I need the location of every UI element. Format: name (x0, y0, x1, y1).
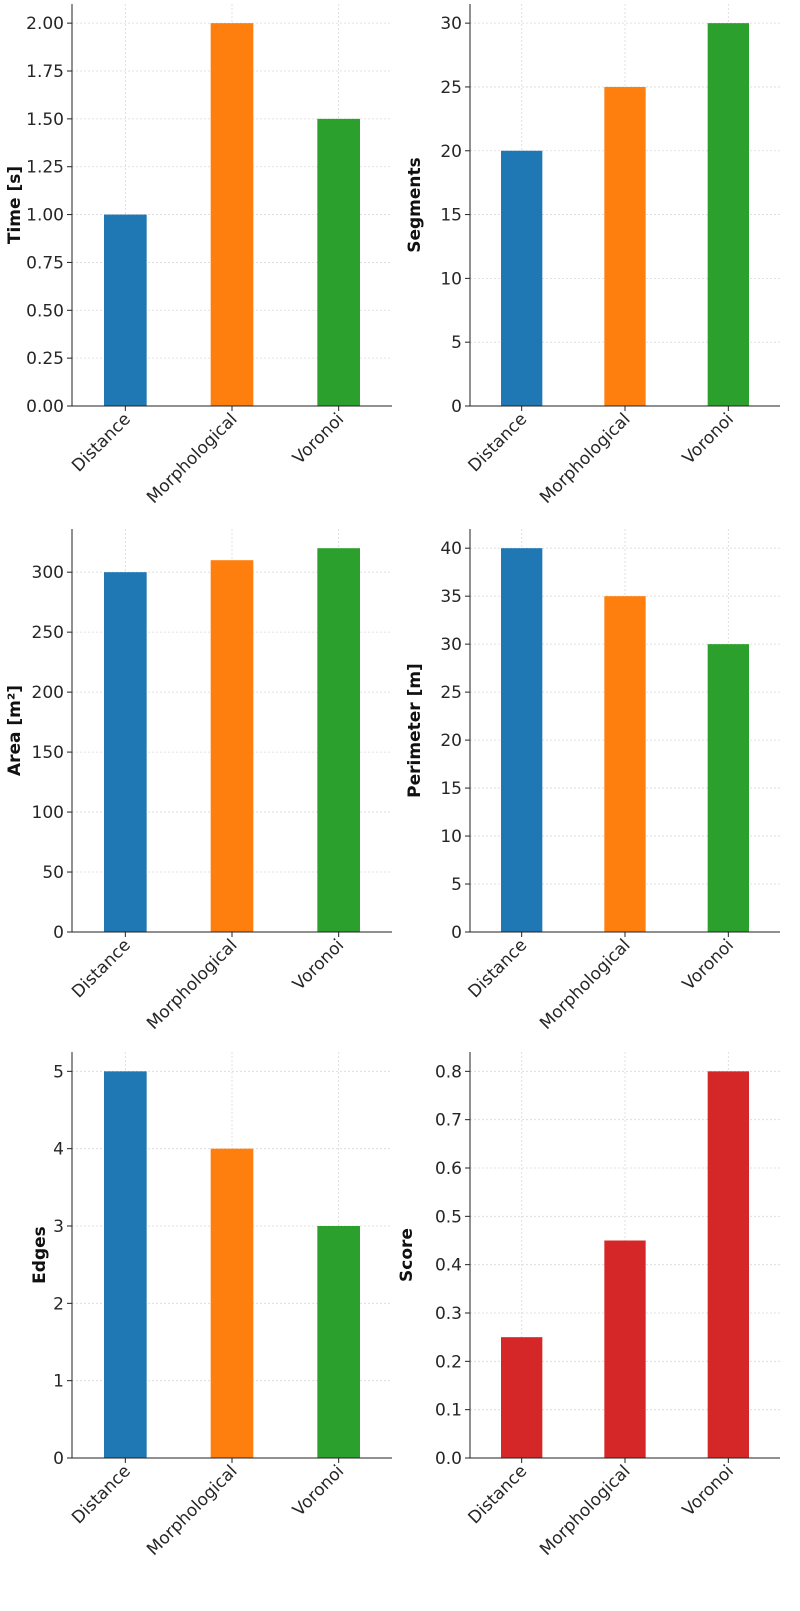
y-tick-label: 20 (440, 731, 462, 751)
y-tick-label: 0.5 (435, 1207, 462, 1227)
x-tick-label-distance: Distance (68, 409, 135, 476)
bar-voronoi (707, 23, 749, 407)
y-tick-label: 1.00 (26, 206, 64, 226)
panel-score: 0.0 0.1 0.2 0.3 0.4 0.5 0.6 0.7 0.8 Distance Morph… (397, 1052, 780, 1560)
y-tick-label: 0.0 (435, 1449, 462, 1469)
x-tick-label-morphological: Morphological (536, 935, 634, 1033)
y-axis-label: Score (397, 1228, 417, 1282)
x-tick-label-morphological: Morphological (536, 409, 634, 507)
bar-morphological (210, 1148, 254, 1458)
y-tick-label: 0.75 (26, 253, 64, 273)
y-tick-label: 4 (53, 1140, 64, 1160)
y-tick-label: 0.25 (26, 349, 64, 369)
bar-distance (104, 214, 147, 406)
panel-time: 0.00 0.25 0.50 0.75 1.00 1.25 1.50 1.75 2.00 Dist… (5, 4, 392, 508)
y-axis-label: Area [m²] (5, 685, 25, 776)
y-tick-label: 0.3 (435, 1304, 462, 1324)
panel-edges: 0 1 2 3 4 5 Distance Morphological Voronoi Edges (30, 1052, 392, 1560)
x-tick-label-voronoi: Voronoi (289, 935, 348, 994)
y-axis-label: Segments (405, 157, 425, 253)
x-tick-label-voronoi: Voronoi (679, 409, 738, 468)
y-tick-label: 150 (32, 743, 64, 763)
y-axis-label: Time [s] (5, 166, 25, 244)
y-tick-label: 5 (451, 875, 462, 895)
x-tick-label-morphological: Morphological (536, 1461, 634, 1559)
y-tick-label: 0.00 (26, 397, 64, 417)
y-tick-label: 0 (53, 923, 64, 943)
bar-voronoi (707, 1071, 749, 1458)
y-tick-label: 50 (42, 863, 64, 883)
y-axis-label: Perimeter [m] (405, 663, 425, 798)
y-tick-label: 2 (53, 1294, 64, 1314)
y-tick-label: 15 (440, 779, 462, 799)
y-tick-label: 0.4 (435, 1256, 462, 1276)
y-tick-label: 0.7 (435, 1111, 462, 1131)
y-tick-label: 5 (451, 333, 462, 353)
panel-segments: 0 5 10 15 20 25 30 Distance Morphological Voronoi… (405, 4, 780, 508)
y-tick-label: 30 (440, 635, 462, 655)
x-tick-label-voronoi: Voronoi (679, 935, 738, 994)
y-tick-label: 1.75 (26, 62, 64, 82)
bar-distance (501, 150, 543, 406)
x-tick-label-distance: Distance (68, 1461, 135, 1528)
y-tick-label: 10 (440, 269, 462, 289)
y-tick-label: 0 (451, 923, 462, 943)
x-tick-label-distance: Distance (464, 1461, 531, 1528)
bar-morphological (604, 596, 646, 932)
x-tick-label-distance: Distance (464, 409, 531, 476)
y-tick-label: 0.1 (435, 1401, 462, 1421)
y-tick-label: 25 (440, 683, 462, 703)
y-tick-label: 0 (451, 397, 462, 417)
x-tick-label-voronoi: Voronoi (679, 1461, 738, 1520)
x-tick-label-morphological: Morphological (143, 935, 241, 1033)
y-tick-label: 0.8 (435, 1062, 462, 1082)
y-tick-label: 1.50 (26, 110, 64, 130)
bar-voronoi (317, 118, 360, 406)
y-tick-label: 1.25 (26, 158, 64, 178)
bar-voronoi (707, 644, 749, 932)
y-tick-label: 0 (53, 1449, 64, 1469)
x-tick-label-morphological: Morphological (143, 409, 241, 507)
y-tick-label: 0.2 (435, 1352, 462, 1372)
y-tick-label: 40 (440, 539, 462, 559)
y-tick-label: 25 (440, 78, 462, 98)
x-tick-label-voronoi: Voronoi (289, 409, 348, 468)
x-tick-label-voronoi: Voronoi (289, 1461, 348, 1520)
bar-voronoi (317, 548, 360, 932)
y-tick-label: 2.00 (26, 14, 64, 34)
bar-voronoi (317, 1226, 360, 1458)
y-tick-label: 1 (53, 1372, 64, 1392)
bar-morphological (604, 86, 646, 406)
panel-area: 0 50 100 150 200 250 300 Distance Morphological V… (5, 529, 392, 1034)
bar-distance (501, 548, 543, 932)
y-tick-label: 35 (440, 587, 462, 607)
y-axis-label: Edges (30, 1226, 50, 1284)
y-tick-label: 10 (440, 827, 462, 847)
y-tick-label: 20 (440, 142, 462, 162)
y-tick-label: 100 (32, 803, 64, 823)
y-tick-label: 200 (32, 683, 64, 703)
y-tick-label: 5 (53, 1062, 64, 1082)
bar-morphological (210, 23, 254, 407)
bar-morphological (604, 1240, 646, 1458)
bar-distance (104, 572, 147, 932)
panel-perimeter: 0 5 10 15 20 25 30 35 40 Distance Morphological Vor… (405, 529, 780, 1034)
x-tick-label-morphological: Morphological (143, 1461, 241, 1559)
y-tick-label: 0.6 (435, 1159, 462, 1179)
bar-morphological (210, 560, 254, 932)
y-tick-label: 250 (32, 623, 64, 643)
y-tick-label: 3 (53, 1217, 64, 1237)
y-tick-label: 300 (32, 563, 64, 583)
bar-distance (501, 1337, 543, 1458)
x-tick-label-distance: Distance (464, 935, 531, 1002)
y-tick-label: 0.50 (26, 301, 64, 321)
y-tick-label: 30 (440, 14, 462, 34)
x-tick-label-distance: Distance (68, 935, 135, 1002)
y-tick-label: 15 (440, 206, 462, 226)
bar-distance (104, 1071, 147, 1458)
